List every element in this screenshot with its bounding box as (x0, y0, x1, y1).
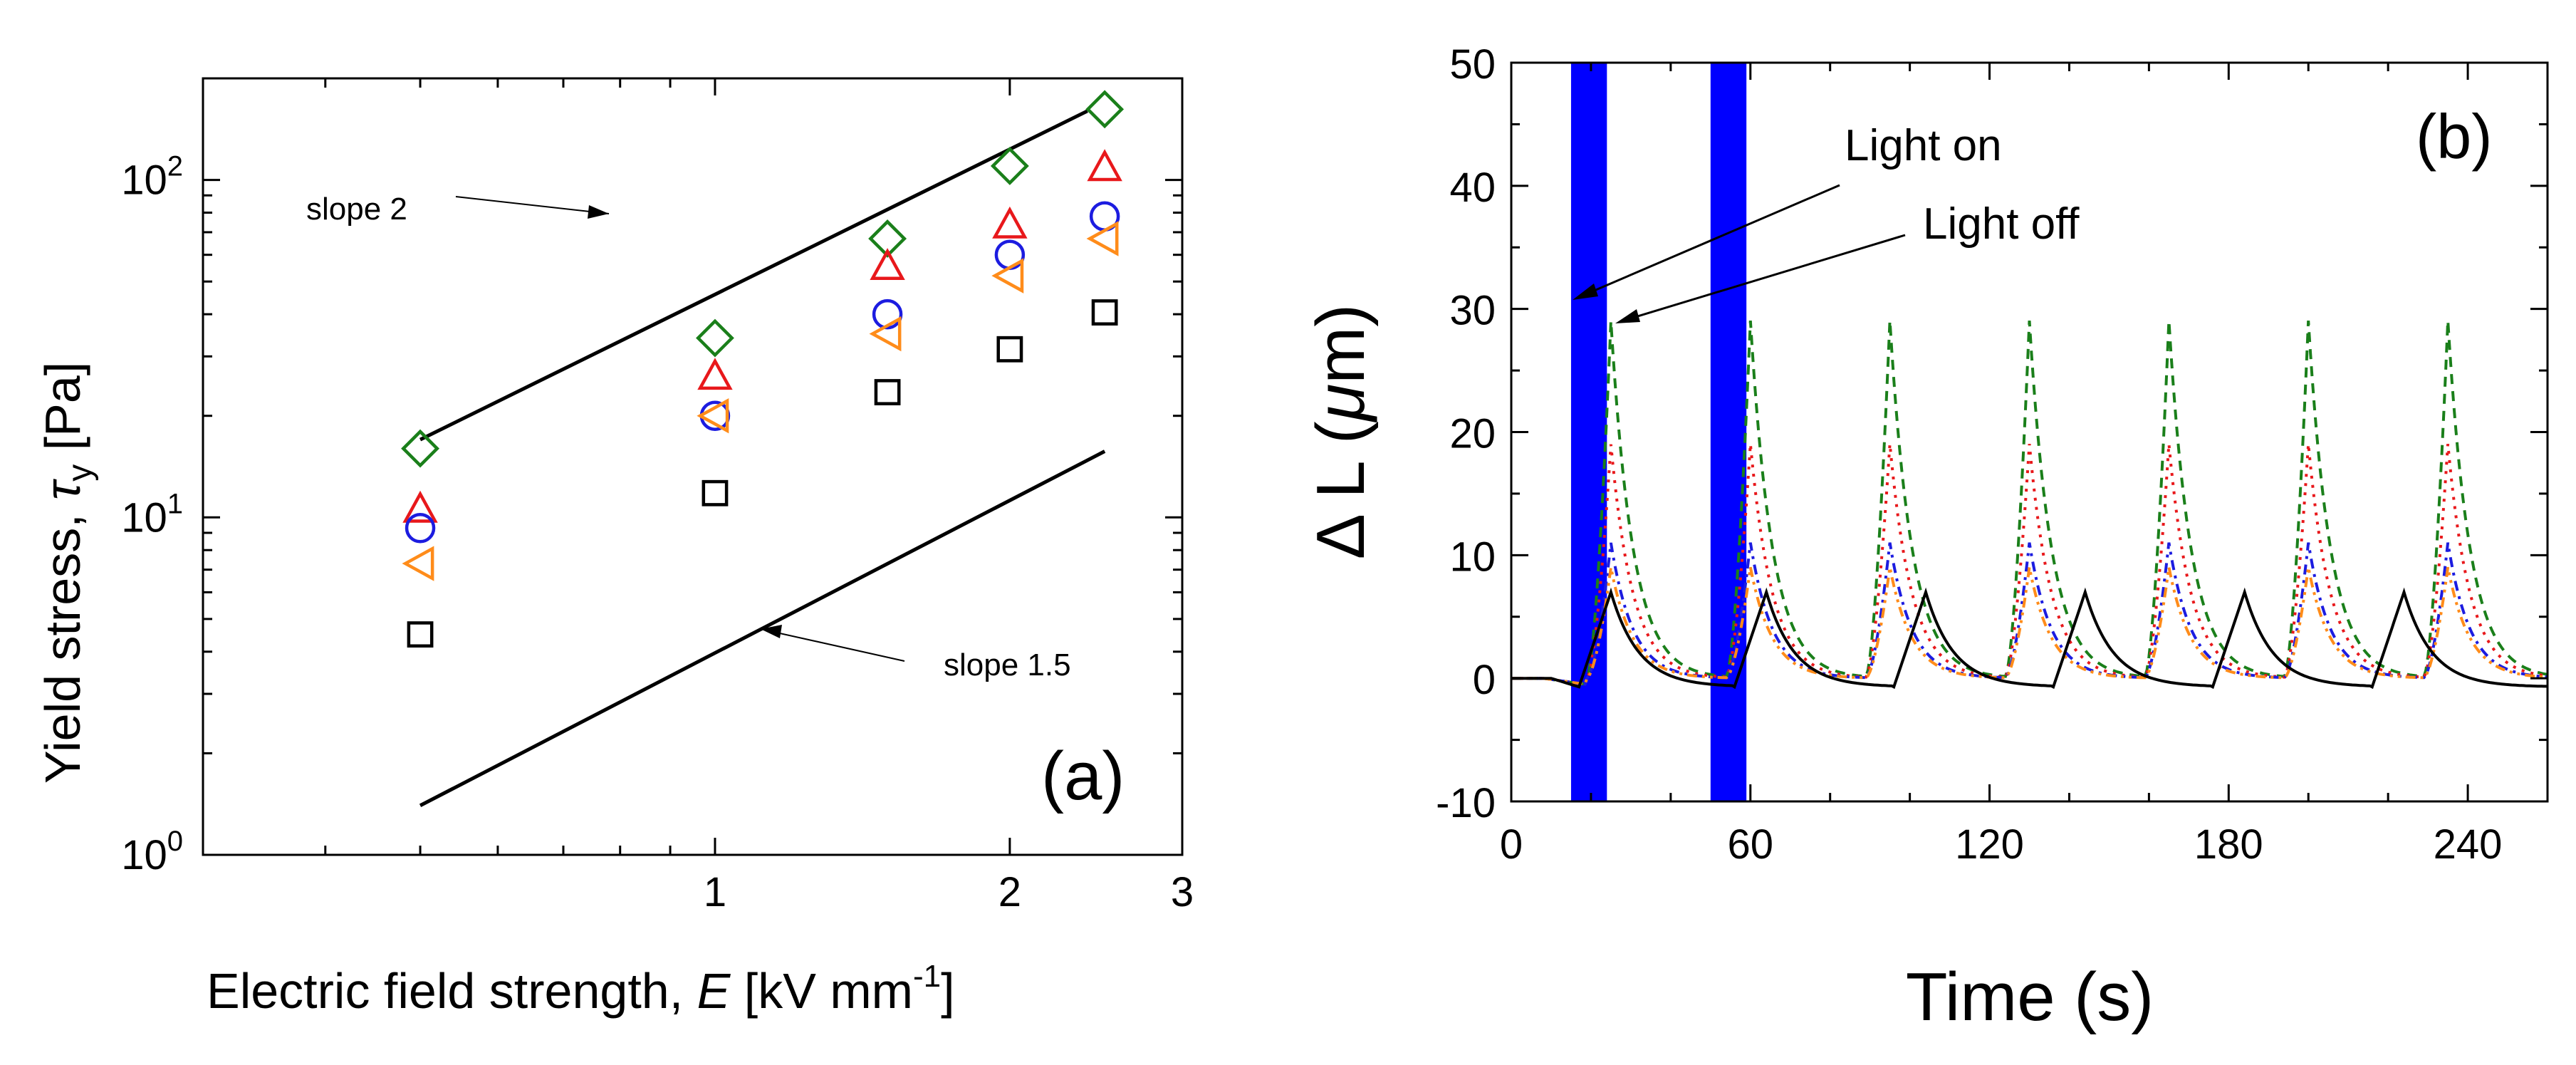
data-point-circle-3 (994, 239, 1026, 270)
light-on-annotation: Light on (1573, 121, 2002, 300)
chart-panel-a: 100 101 102 1 2 3 slope 2 slope 1.5 (a) Elect… (35, 77, 1194, 1019)
y-tick-label: -10 (1436, 780, 1496, 826)
plot-frame-b (1510, 61, 2549, 803)
data-point-square-0 (407, 621, 434, 648)
data-point-triangle-up-2 (870, 248, 905, 281)
y-tick-label: 100 (121, 826, 183, 878)
data-point-triangle-left-1 (697, 398, 729, 434)
light-off-label: Light off (1923, 199, 2080, 249)
x-tick-label: 3 (1171, 869, 1194, 915)
reference-line-slope-2 (419, 109, 1088, 442)
axis-ticks (1510, 61, 2549, 803)
data-point-diamond-4 (1085, 90, 1125, 129)
data-markers (401, 90, 1125, 648)
y-tick-label: 40 (1449, 165, 1496, 211)
data-point-circle-2 (872, 298, 903, 330)
x-tick-label: 120 (1955, 821, 2024, 868)
slope-2-label: slope 2 (306, 192, 407, 227)
panel-label-a: (a) (1041, 738, 1125, 814)
y-axis-label-b: Δ L (μm) (1303, 304, 1379, 560)
slope-2-annotation: slope 2 (306, 192, 610, 227)
y-tick-label: 50 (1449, 41, 1496, 88)
panel-label-b: (b) (2416, 101, 2493, 172)
x-tick-label: 180 (2194, 821, 2263, 868)
y-tick-label: 10 (1449, 534, 1496, 580)
data-point-diamond-0 (401, 429, 439, 468)
x-axis-label-b: Time (s) (1906, 959, 2154, 1035)
y-axis-label-a: Yield stress, τy [Pa] (35, 362, 99, 784)
data-point-diamond-1 (696, 318, 734, 358)
data-point-diamond-2 (868, 219, 907, 258)
series-line-dashed-green (1511, 320, 2548, 686)
slope-1.5-label: slope 1.5 (944, 648, 1071, 682)
data-point-square-3 (996, 336, 1023, 363)
data-point-circle-0 (405, 512, 436, 544)
series-line-dashdot-blue (1511, 542, 2548, 686)
tick-labels: 100 101 102 1 2 3 (121, 151, 1194, 915)
axis-ticks (203, 77, 1184, 856)
x-tick-label: 1 (704, 869, 726, 915)
data-point-triangle-left-3 (991, 258, 1024, 293)
x-tick-label: 0 (1500, 821, 1523, 868)
data-point-triangle-up-3 (992, 206, 1028, 239)
data-point-triangle-left-0 (402, 546, 434, 581)
light-on-band-1 (1710, 63, 1747, 801)
data-point-diamond-3 (990, 147, 1029, 185)
data-point-triangle-up-0 (402, 490, 438, 523)
light-on-label: Light on (1845, 121, 2002, 170)
data-point-triangle-up-1 (697, 358, 733, 390)
series-line-solid-black (1511, 587, 2548, 690)
reference-lines (419, 109, 1106, 807)
data-point-triangle-up-4 (1087, 149, 1122, 182)
data-point-triangle-left-4 (1086, 221, 1119, 256)
data-point-square-4 (1091, 299, 1118, 326)
x-tick-label: 60 (1728, 821, 1774, 868)
light-on-bands (1570, 63, 1747, 801)
x-axis-label-a: Electric field strength, E [kV mm-1] (207, 959, 955, 1019)
light-off-annotation: Light off (1615, 199, 2080, 323)
reference-line-slope-1.5 (419, 450, 1106, 807)
y-tick-label: 0 (1473, 657, 1496, 703)
x-tick-label: 2 (998, 869, 1021, 915)
plot-frame-a (202, 77, 1184, 856)
y-tick-label: 102 (121, 151, 183, 204)
x-tick-label: 240 (2434, 821, 2503, 868)
data-point-square-1 (702, 479, 729, 506)
data-point-triangle-left-2 (869, 316, 902, 352)
data-point-square-2 (874, 379, 901, 405)
y-tick-label: 30 (1449, 288, 1496, 334)
response-curves (1511, 320, 2548, 690)
y-tick-label: 101 (121, 488, 183, 541)
light-on-band-0 (1570, 63, 1607, 801)
slope-1.5-annotation: slope 1.5 (760, 625, 1071, 682)
y-tick-label: 20 (1449, 411, 1496, 457)
series-line-dotted-red (1511, 444, 2548, 686)
